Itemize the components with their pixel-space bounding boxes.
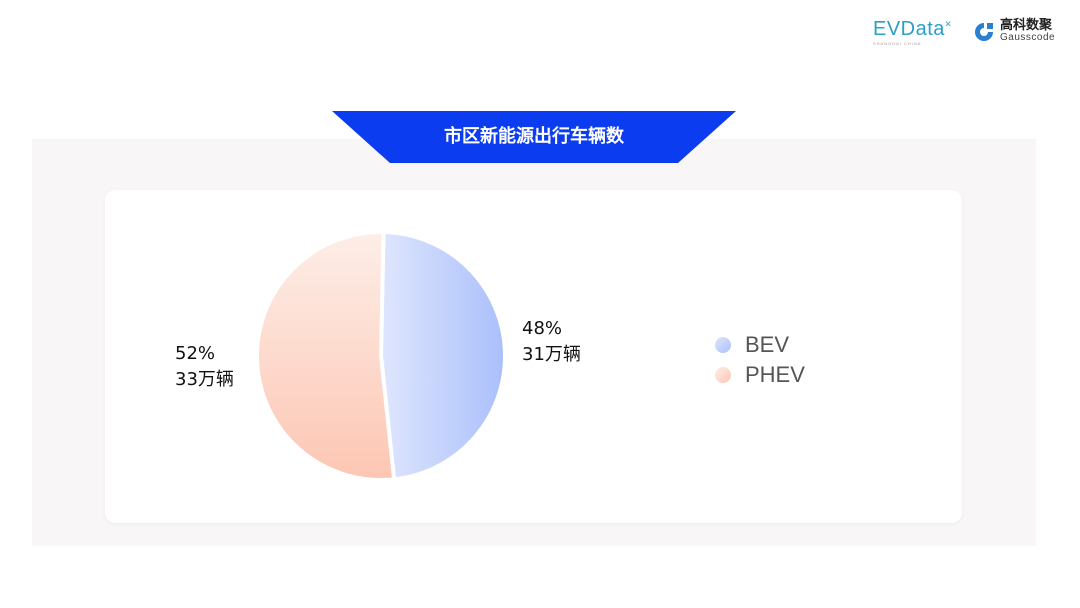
legend-swatch-phev	[715, 367, 731, 383]
gausscode-en: Gausscode	[1000, 32, 1056, 43]
bev-value: 31万辆	[522, 344, 581, 365]
gausscode-cn: 高科数聚	[1000, 18, 1053, 33]
legend: BEV PHEV	[715, 330, 805, 390]
chart-title: 市区新能源出行车辆数	[444, 126, 624, 147]
phev-data-label: 52% 33万辆	[175, 341, 234, 393]
gausscode-logo: 高科数聚 Gausscode	[972, 18, 1056, 44]
evdata-logo-text: EVData	[873, 18, 945, 40]
legend-label-phev: PHEV	[745, 362, 805, 387]
bev-percent: 48%	[522, 318, 563, 339]
gausscode-icon	[975, 23, 993, 41]
pie-slice-bev	[378, 229, 507, 482]
legend-item-phev: PHEV	[715, 360, 805, 390]
title-banner	[332, 111, 736, 163]
bev-data-label: 48% 31万辆	[522, 316, 581, 368]
pie-slice-phev	[255, 230, 397, 482]
chart-card	[105, 190, 962, 523]
legend-label-bev: BEV	[745, 332, 790, 357]
evdata-logo-sub: SHANGHAI CHINA	[873, 41, 922, 46]
phev-value: 33万辆	[175, 369, 234, 390]
phev-percent: 52%	[175, 343, 216, 364]
evdata-logo: EVData× SHANGHAI CHINA	[873, 18, 952, 46]
legend-swatch-bev	[715, 337, 731, 353]
legend-item-bev: BEV	[715, 330, 805, 360]
